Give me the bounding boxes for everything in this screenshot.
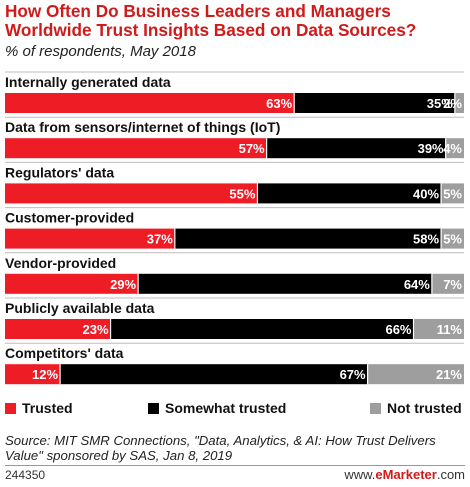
bar-trusted-data-from-sensors-internet-of-things-iot	[5, 138, 267, 159]
category-label-customer-provided: Customer-provided	[5, 210, 134, 226]
value-label-not-trusted-customer-provided: 5%	[443, 232, 462, 247]
value-label-trusted-regulators-data: 55%	[229, 186, 255, 201]
site-link[interactable]: www.eMarketer.com	[344, 467, 465, 482]
legend-swatch-somewhat-trusted	[148, 402, 159, 414]
value-label-not-trusted-publicly-available-data: 11%	[437, 322, 463, 337]
bar-somewhat-trusted-data-from-sensors-internet-of-things-iot	[266, 138, 446, 159]
source-note: Source: MIT SMR Connections, "Data, Anal…	[5, 433, 436, 463]
bar-trusted-customer-provided	[5, 228, 175, 249]
chart-id: 244350	[5, 468, 46, 482]
category-label-regulators-data: Regulators' data	[5, 164, 114, 180]
bar-somewhat-trusted-regulators-data	[257, 183, 442, 204]
category-label-publicly-available-data: Publicly available data	[5, 300, 155, 316]
value-label-trusted-vendor-provided: 29%	[110, 277, 136, 292]
value-label-not-trusted-internally-generated-data: 2%	[443, 96, 462, 111]
legend-item-somewhat-trusted: Somewhat trusted	[148, 400, 286, 416]
bar-somewhat-trusted-competitors-data	[60, 364, 368, 385]
legend: Trusted Somewhat trusted Not trusted	[0, 400, 470, 420]
value-label-not-trusted-vendor-provided: 7%	[443, 277, 462, 292]
value-label-somewhat-trusted-publicly-available-data: 66%	[385, 322, 411, 337]
bar-not-trusted-competitors-data	[367, 364, 464, 385]
bar-not-trusted-data-from-sensors-internet-of-things-iot	[445, 138, 464, 159]
chart-subtitle: % of respondents, May 2018	[5, 43, 196, 60]
legend-swatch-trusted	[5, 402, 16, 414]
value-label-trusted-internally-generated-data: 63%	[266, 96, 292, 111]
legend-label-trusted: Trusted	[22, 400, 73, 416]
value-label-not-trusted-competitors-data: 21%	[436, 367, 462, 382]
value-label-trusted-competitors-data: 12%	[32, 367, 58, 382]
bar-somewhat-trusted-customer-provided	[174, 228, 442, 249]
category-label-competitors-data: Competitors' data	[5, 345, 124, 361]
site-prefix: www.	[344, 467, 376, 482]
value-label-somewhat-trusted-customer-provided: 58%	[413, 232, 439, 247]
bar-not-trusted-regulators-data	[441, 183, 464, 204]
value-label-somewhat-trusted-internally-generated-data: 35%	[427, 96, 453, 111]
value-label-somewhat-trusted-regulators-data: 40%	[413, 186, 439, 201]
category-label-data-from-sensors-internet-of-things-iot: Data from sensors/internet of things (Io…	[5, 119, 280, 135]
legend-swatch-not-trusted	[370, 402, 381, 414]
bar-somewhat-trusted-vendor-provided	[138, 273, 432, 294]
bar-not-trusted-customer-provided	[441, 228, 464, 249]
value-label-somewhat-trusted-data-from-sensors-internet-of-things-iot: 39%	[418, 141, 444, 156]
value-label-somewhat-trusted-vendor-provided: 64%	[404, 277, 430, 292]
value-label-trusted-customer-provided: 37%	[147, 232, 173, 247]
bar-trusted-vendor-provided	[5, 273, 139, 294]
bar-somewhat-trusted-internally-generated-data	[294, 93, 455, 113]
legend-label-somewhat-trusted: Somewhat trusted	[165, 400, 287, 416]
site-suffix: .com	[436, 467, 465, 482]
value-label-not-trusted-data-from-sensors-internet-of-things-iot: 4%	[443, 141, 462, 156]
bar-not-trusted-publicly-available-data	[413, 319, 464, 339]
legend-item-trusted: Trusted	[5, 400, 73, 416]
value-label-somewhat-trusted-competitors-data: 67%	[340, 367, 366, 382]
legend-item-not-trusted: Not trusted	[370, 400, 462, 416]
bar-trusted-internally-generated-data	[5, 93, 295, 113]
bar-trusted-competitors-data	[5, 364, 61, 385]
bar-somewhat-trusted-publicly-available-data	[110, 319, 414, 339]
bar-trusted-regulators-data	[5, 183, 258, 204]
footer: 244350 www.eMarketer.com	[0, 466, 470, 487]
category-label-vendor-provided: Vendor-provided	[5, 255, 116, 271]
bar-not-trusted-vendor-provided	[431, 273, 464, 294]
chart-title: How Often Do Business Leaders and Manage…	[5, 1, 417, 40]
value-label-not-trusted-regulators-data: 5%	[443, 186, 462, 201]
value-label-trusted-publicly-available-data: 23%	[83, 322, 109, 337]
stacked-bar-chart: Internally generated data 63% 35%2% Data fr…	[5, 71, 464, 385]
value-label-trusted-data-from-sensors-internet-of-things-iot: 57%	[239, 141, 265, 156]
bar-trusted-publicly-available-data	[5, 319, 111, 339]
site-brand: eMarketer	[375, 467, 437, 482]
footer-divider	[5, 465, 465, 466]
bar-not-trusted-internally-generated-data	[454, 93, 464, 113]
legend-label-not-trusted: Not trusted	[387, 400, 462, 416]
category-label-internally-generated-data: Internally generated data	[5, 74, 171, 90]
